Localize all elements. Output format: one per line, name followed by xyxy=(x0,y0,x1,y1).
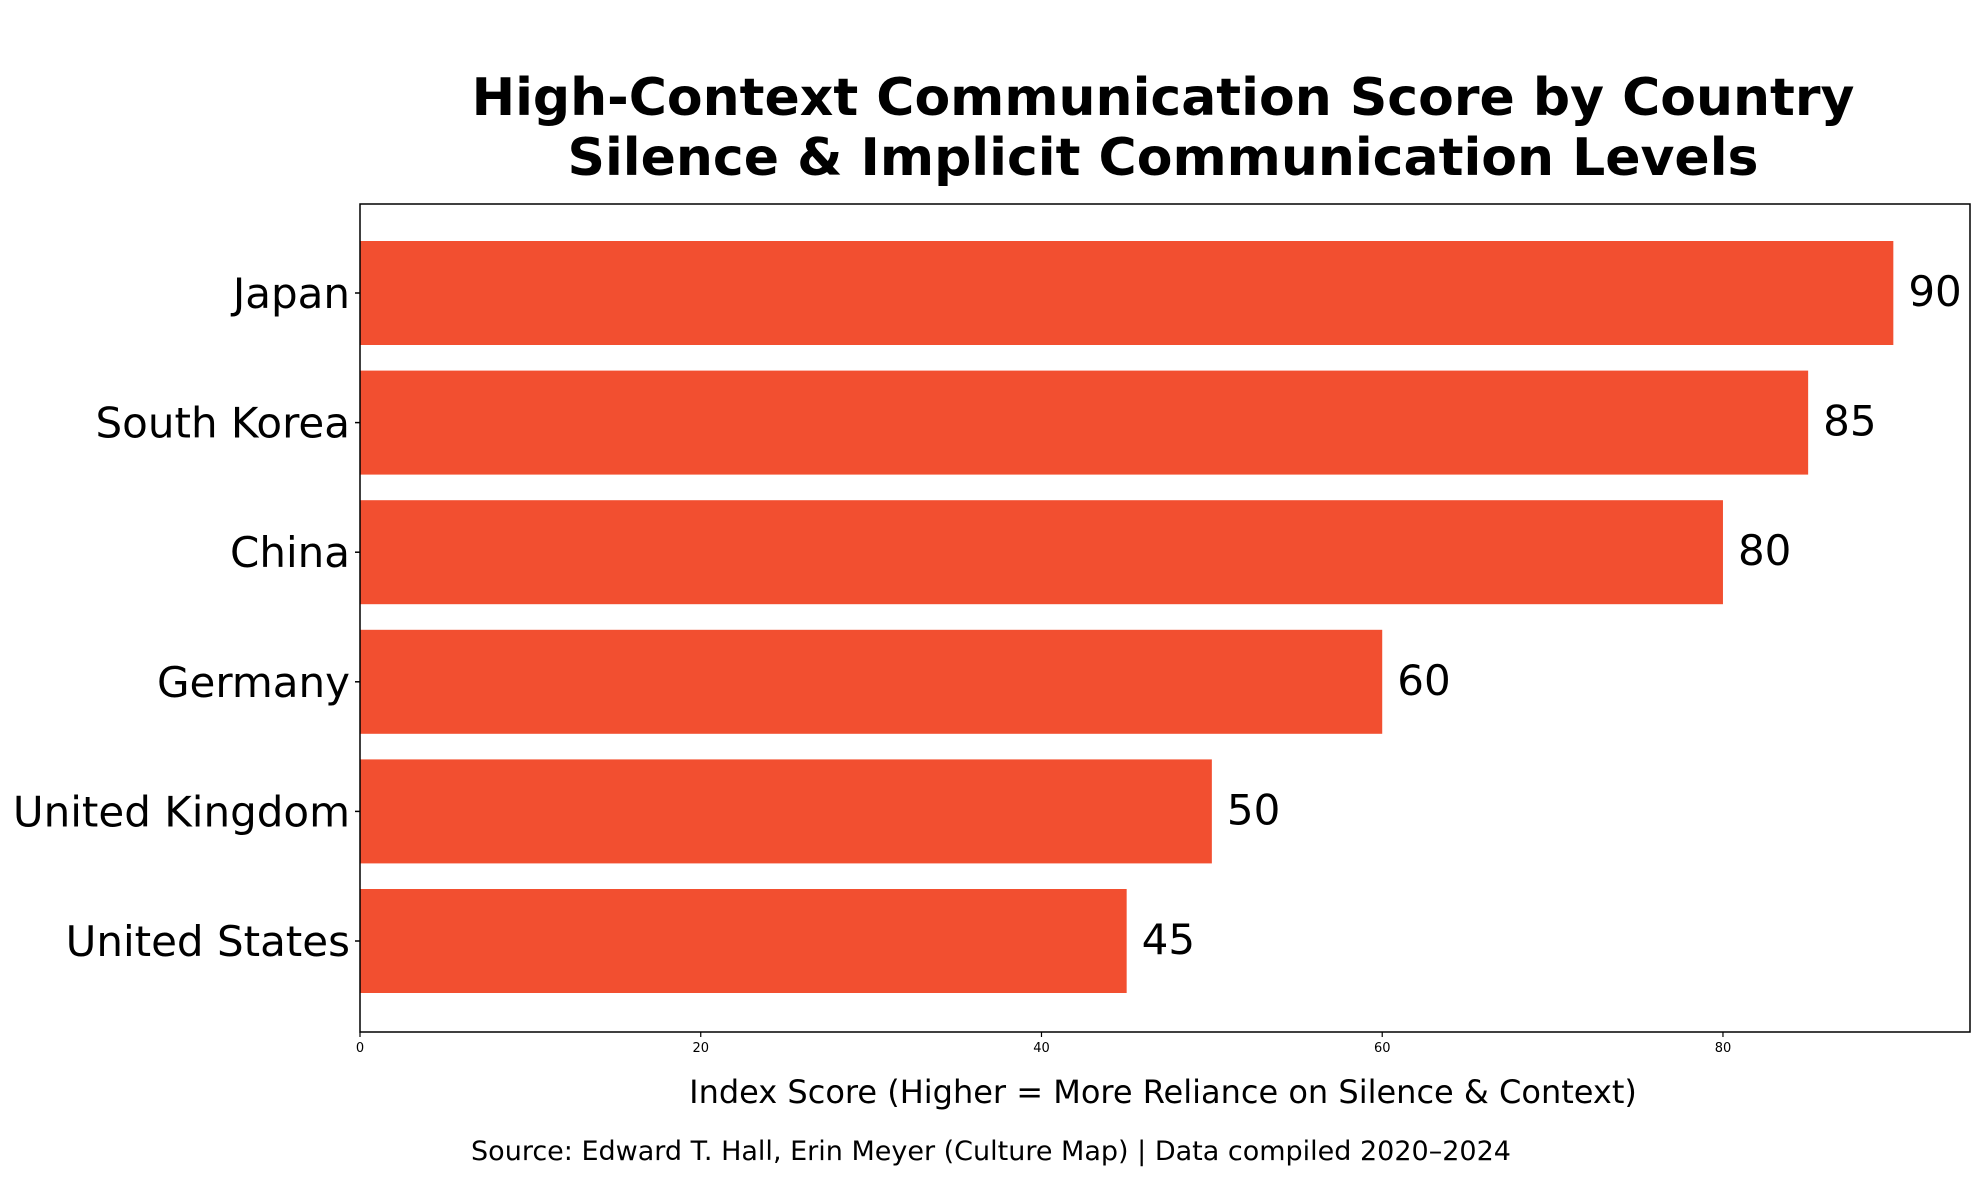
category-label: Japan xyxy=(230,269,350,318)
category-labels: Japan South Korea China Germany United Kingd… xyxy=(13,269,360,966)
bar xyxy=(360,370,1809,475)
bar xyxy=(360,500,1723,605)
value-label: 85 xyxy=(1823,397,1876,446)
bar xyxy=(360,889,1127,993)
x-tick-label: 20 xyxy=(692,1041,709,1056)
value-label: 60 xyxy=(1397,656,1450,705)
x-tick-label: 40 xyxy=(1033,1041,1050,1056)
value-label: 45 xyxy=(1142,915,1195,964)
value-label: 90 xyxy=(1908,267,1961,316)
x-tick-label: 0 xyxy=(356,1041,364,1056)
x-axis-ticks: 0 20 40 60 80 xyxy=(356,1032,1731,1056)
value-label: 50 xyxy=(1227,785,1280,834)
bars-group xyxy=(360,241,1894,993)
category-label: United States xyxy=(66,917,350,966)
bar xyxy=(360,241,1894,345)
bar xyxy=(360,629,1383,734)
category-label: Germany xyxy=(157,658,350,707)
category-label: China xyxy=(230,528,350,577)
x-tick-label: 60 xyxy=(1374,1041,1391,1056)
value-labels: 90 85 80 60 50 45 xyxy=(1142,267,1962,964)
chart-title: High-Context Communication Score by Coun… xyxy=(472,68,1855,128)
source-note: Source: Edward T. Hall, Erin Meyer (Cult… xyxy=(471,1136,1511,1167)
value-label: 80 xyxy=(1738,526,1791,575)
bar xyxy=(360,759,1212,864)
plot-frame xyxy=(359,203,1971,1033)
category-label: South Korea xyxy=(96,399,350,448)
x-axis-title: Index Score (Higher = More Reliance on S… xyxy=(689,1073,1637,1111)
chart-subtitle: Silence & Implicit Communication Levels xyxy=(568,128,1759,188)
category-label: United Kingdom xyxy=(13,787,350,836)
x-tick-label: 80 xyxy=(1715,1041,1732,1056)
